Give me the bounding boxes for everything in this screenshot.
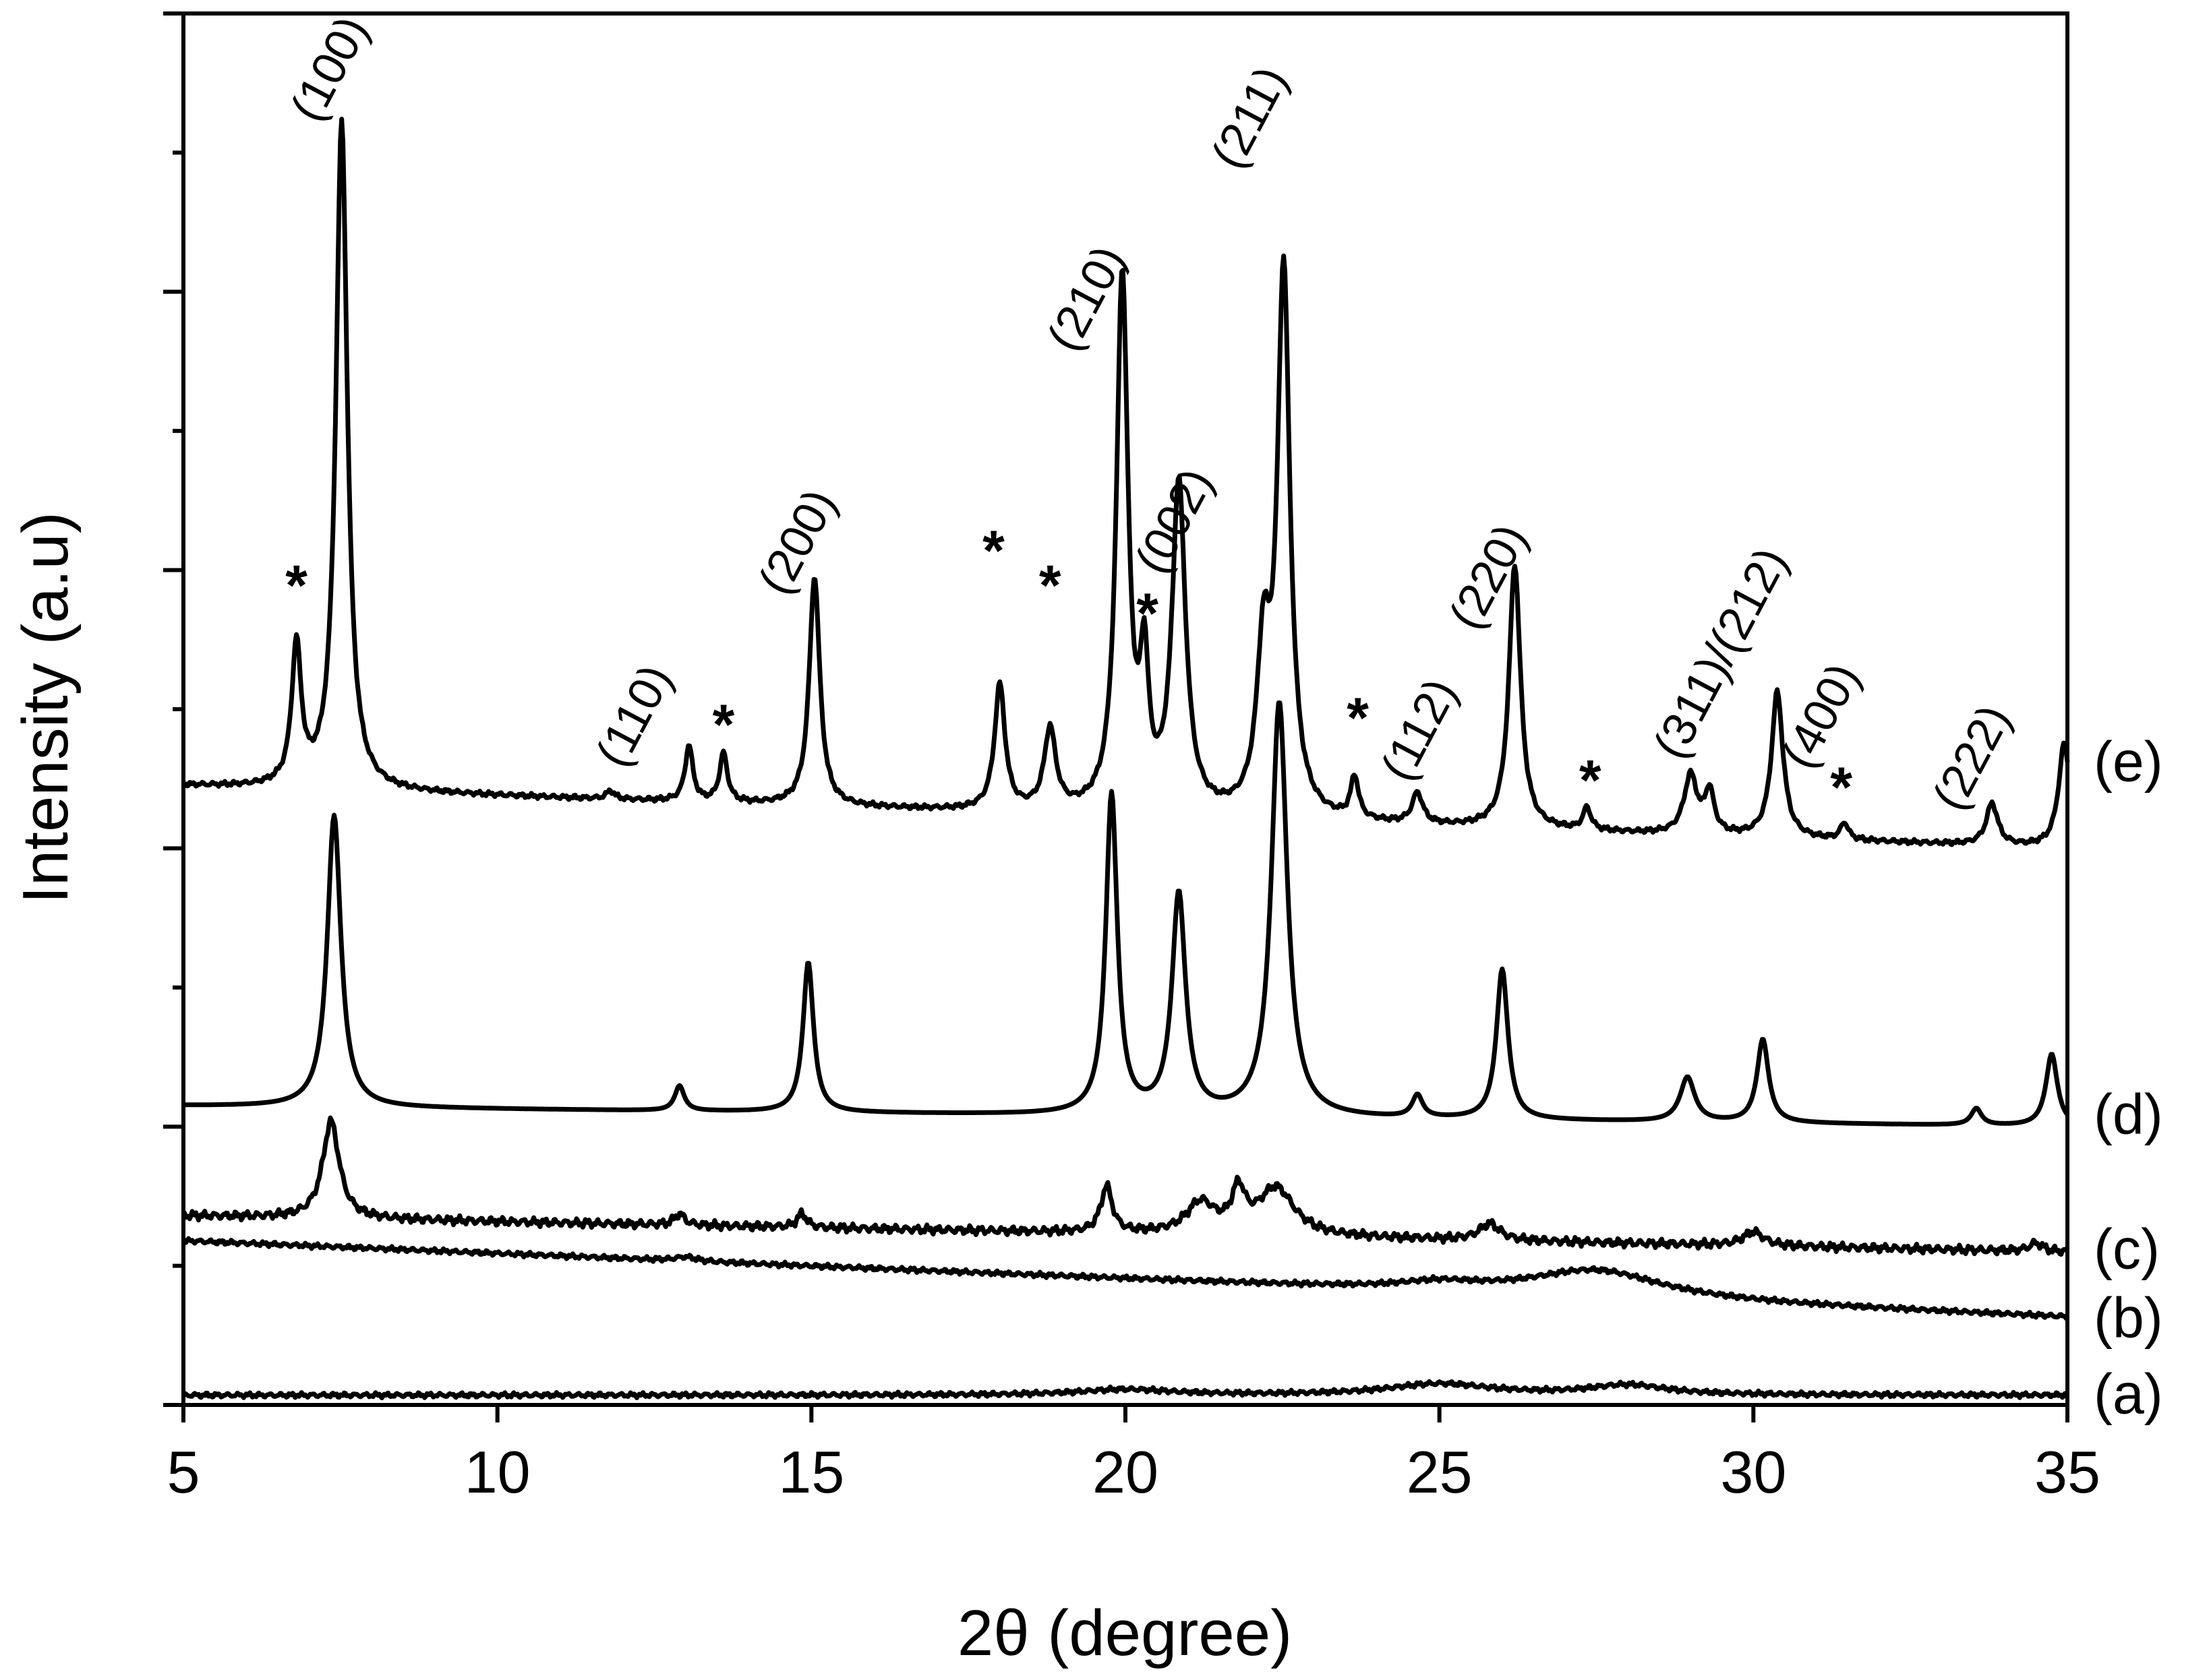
x-tick-label: 25 [1407, 1439, 1473, 1505]
plot-frame [183, 13, 2067, 1405]
x-tick-label: 10 [465, 1439, 531, 1505]
x-tick-label: 35 [2034, 1439, 2100, 1505]
impurity-marker: * [1579, 748, 1601, 812]
series-label: (a) [2094, 1362, 2163, 1426]
impurity-marker: * [1347, 686, 1369, 749]
series-trace [183, 1381, 2067, 1398]
series-label: (c) [2094, 1217, 2160, 1280]
peak-label: (002) [1125, 460, 1223, 582]
peak-label: (220) [1439, 516, 1537, 638]
impurity-marker: * [1830, 755, 1852, 818]
series-label: (d) [2094, 1082, 2163, 1145]
peak-label: (222) [1922, 696, 2021, 818]
series-label: (e) [2094, 729, 2163, 793]
peak-label: (400) [1771, 655, 1870, 777]
series-label: (b) [2094, 1286, 2163, 1349]
x-tick-label: 30 [1720, 1439, 1786, 1505]
impurity-marker: * [713, 693, 735, 756]
y-axis-label: Intensity (a.u) [9, 512, 82, 904]
x-tick-label: 20 [1092, 1439, 1158, 1505]
x-axis-label: 2θ (degree) [958, 1597, 1292, 1669]
impurity-marker: * [1136, 581, 1158, 644]
x-tick-label: 15 [778, 1439, 844, 1505]
impurity-marker: * [982, 519, 1005, 582]
peak-label: (100) [281, 7, 379, 129]
peak-label: (110) [585, 656, 682, 775]
peak-label: (211) [1201, 58, 1297, 177]
impurity-marker: * [1039, 553, 1061, 617]
x-tick-label: 5 [167, 1439, 200, 1505]
impurity-marker: * [285, 553, 307, 617]
peak-label: (112) [1371, 670, 1467, 789]
series-trace [183, 1118, 2067, 1255]
peak-label: (200) [748, 481, 846, 603]
